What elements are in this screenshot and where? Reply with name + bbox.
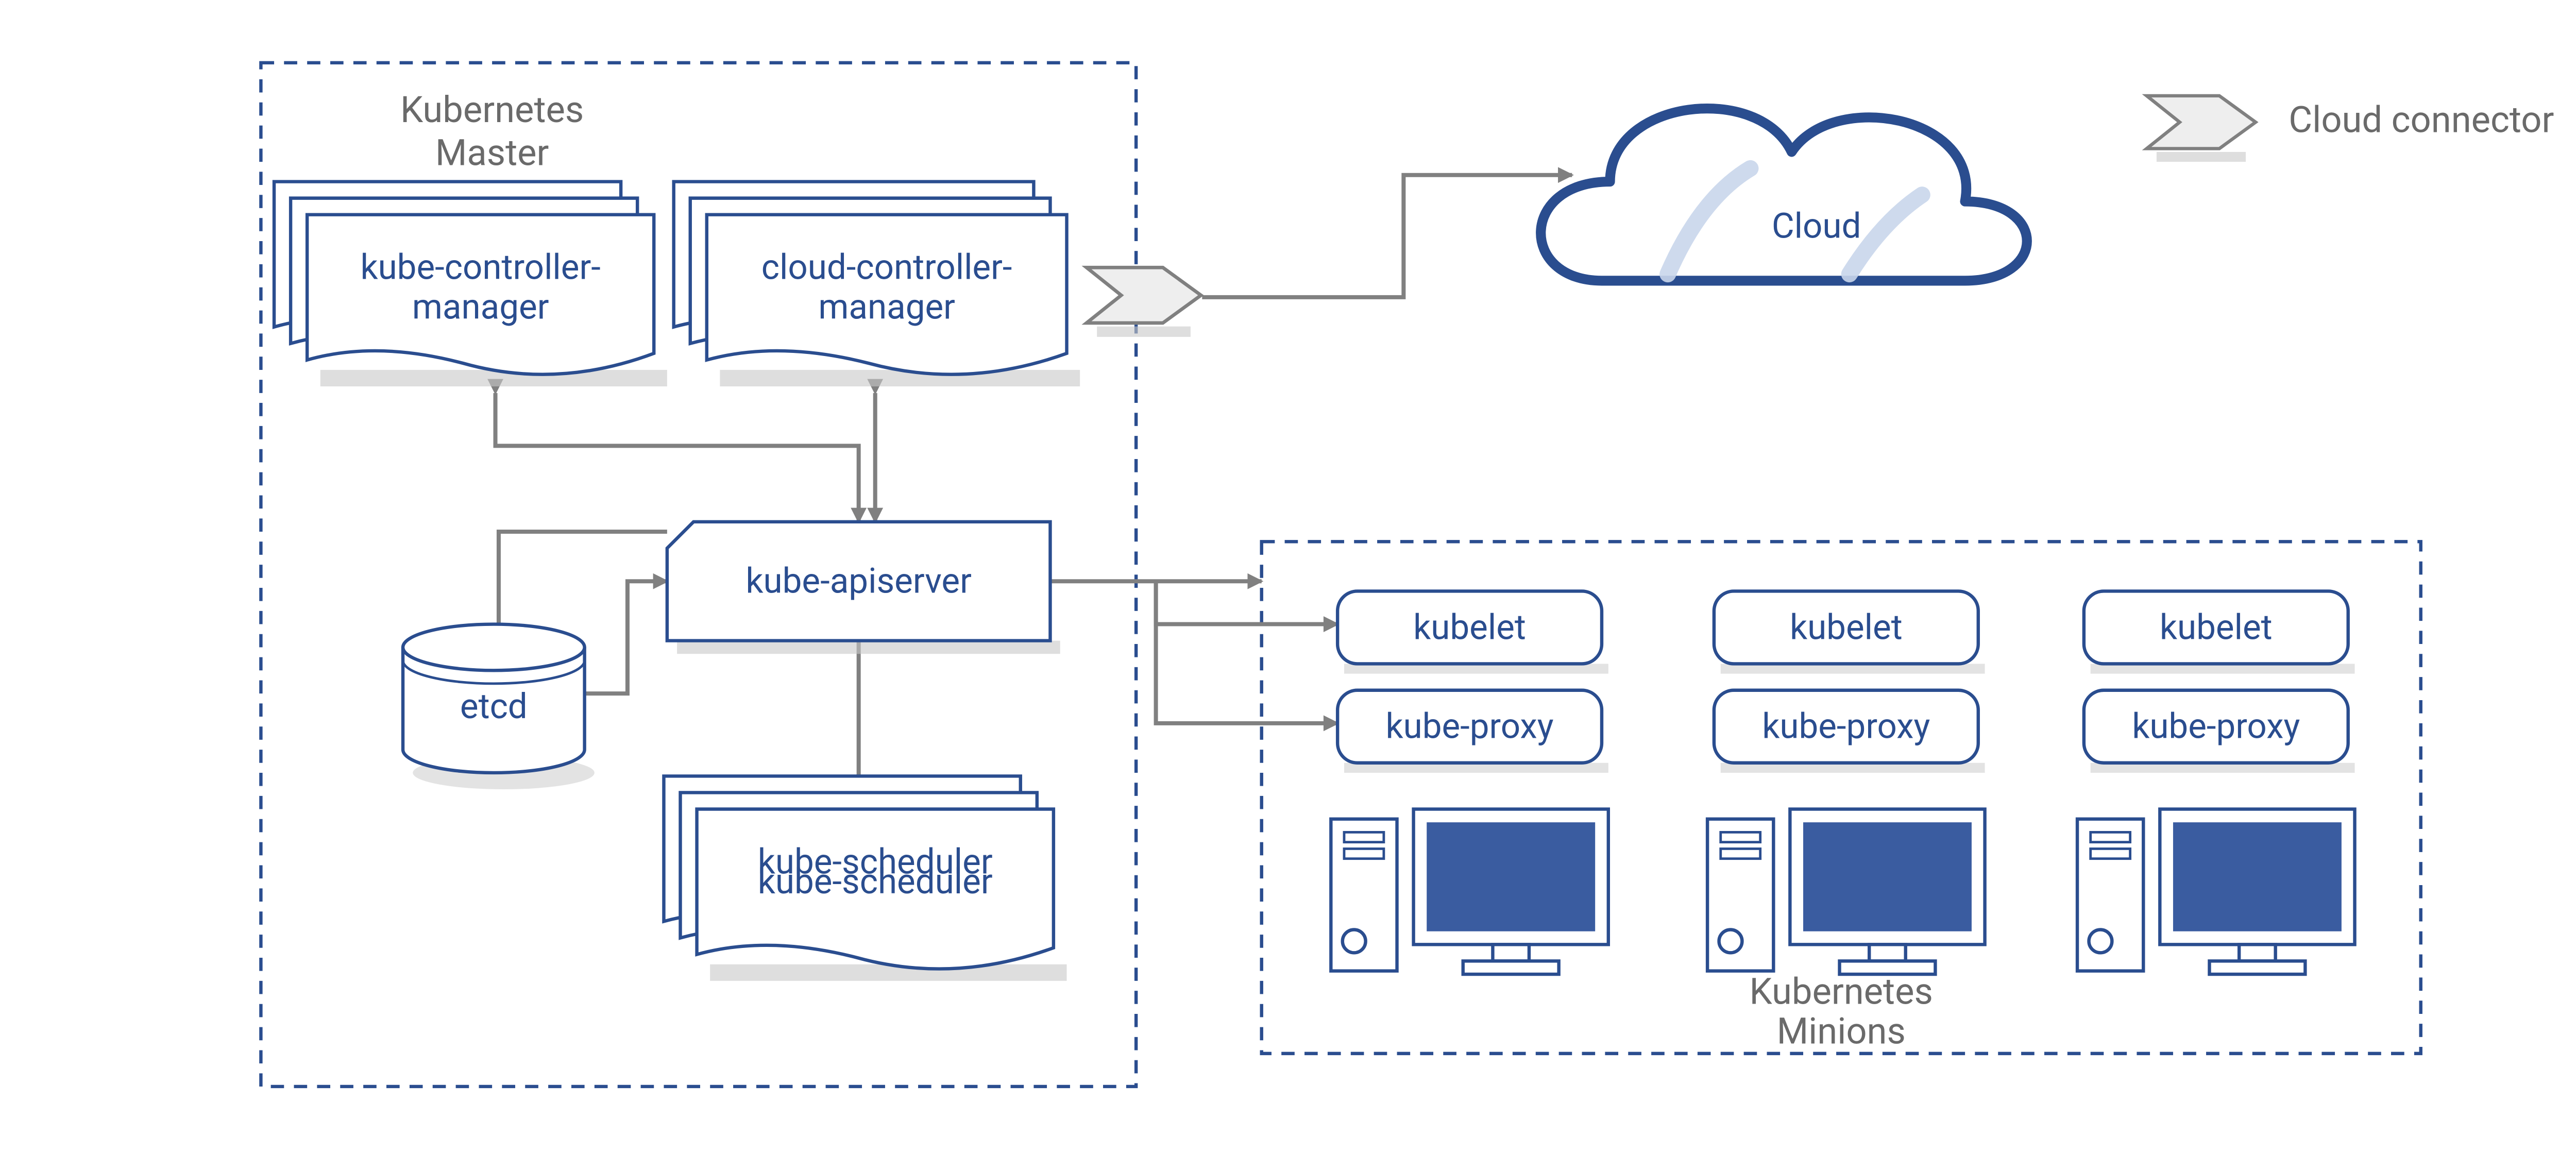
kube-apiserver-label: kube-apiserver [745, 562, 972, 602]
kube-controller-manager-label: kube-controller- [360, 248, 600, 288]
cloud-controller-manager-label: cloud-controller- [761, 248, 1012, 288]
etcd-label: etcd [460, 687, 528, 727]
master-title-2: Master [435, 132, 549, 175]
master-title: Kubernetes [400, 89, 584, 131]
desktop-icon-2 [2077, 809, 2354, 975]
minions-title: Kubernetes [1750, 971, 1933, 1013]
kube-scheduler: kube-schedulerkube-scheduler [664, 776, 1066, 980]
minions-title-2: Minions [1777, 1011, 1906, 1053]
kube-proxy-0-label: kube-proxy [1385, 707, 1553, 747]
etcd: etcd [403, 624, 595, 790]
edge-minion-proxy [1156, 581, 1338, 723]
kube-proxy-1: kube-proxy [1714, 690, 1985, 773]
edge-ccm-cloud [1202, 175, 1572, 297]
kube-proxy-2: kube-proxy [2084, 690, 2355, 773]
chevron-legend-icon [2147, 96, 2256, 162]
kubelet-2-label: kubelet [2160, 607, 2273, 648]
kube-controller-manager-label2: manager [412, 287, 549, 328]
cloud-label: Cloud [1772, 207, 1861, 247]
kube-proxy-0: kube-proxy [1337, 690, 1608, 773]
legend-label: Cloud connector [2289, 99, 2554, 141]
kube-proxy-2-label: kube-proxy [2132, 707, 2300, 747]
cloud-controller-manager: cloud-controller-manager [674, 182, 1080, 386]
kubelet-0-label: kubelet [1413, 607, 1526, 648]
kubelet-1-label: kubelet [1790, 607, 1903, 648]
desktop-icon-1 [1707, 809, 1985, 975]
kube-proxy-1-label: kube-proxy [1762, 707, 1930, 747]
edge-minion-kubelet [1156, 581, 1338, 624]
cloud-controller-manager-label2: manager [818, 287, 955, 328]
kubelet-1: kubelet [1714, 591, 1985, 673]
cloud: Cloud [1541, 109, 2027, 281]
kube-controller-manager: kube-controller-manager [274, 182, 667, 386]
desktop-icon-0 [1331, 809, 1608, 975]
edge-etcd-api2 [499, 532, 667, 624]
kube-scheduler-label: kube-scheduler [758, 862, 993, 902]
kube-apiserver: kube-apiserver [667, 522, 1060, 654]
chevron-ccm-icon [1087, 267, 1201, 337]
kubelet-2: kubelet [2084, 591, 2355, 673]
kubelet-0: kubelet [1337, 591, 1608, 673]
edge-etcd-api [585, 581, 667, 693]
edge-kcm-api [496, 393, 859, 522]
